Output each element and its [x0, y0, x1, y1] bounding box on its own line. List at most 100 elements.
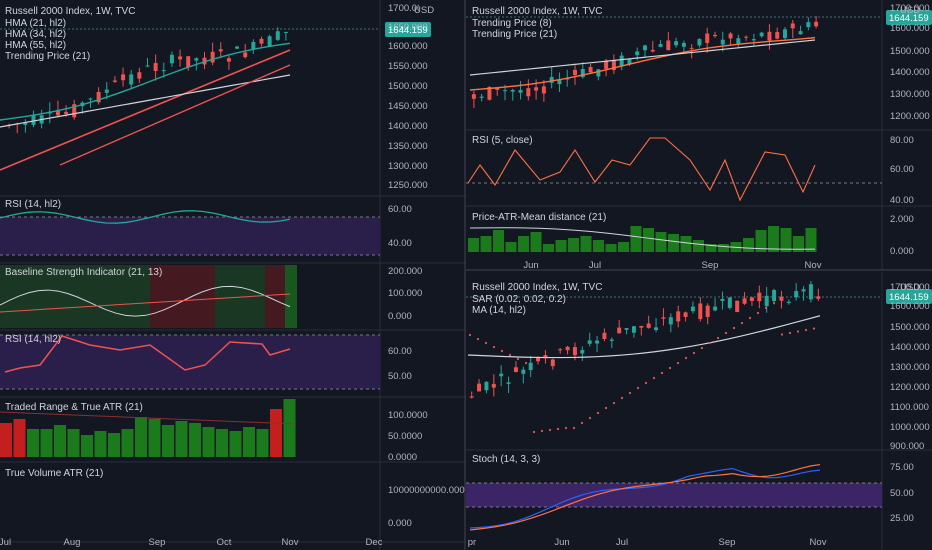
left-price-tick: 1450.000 [388, 101, 428, 112]
rb-price-candle [624, 328, 629, 330]
trending-price-8-line [469, 36, 816, 91]
rsi5-tick: 60.00 [890, 164, 914, 175]
left-price-candle [55, 110, 60, 116]
traded-range-bar [189, 423, 201, 457]
bsi-red-zone [150, 265, 215, 328]
sar-dot [692, 351, 696, 355]
rb-price-candle [794, 291, 799, 298]
rt-price-candle [580, 68, 585, 78]
left-legend-1: HMA (34, hl2) [5, 29, 66, 40]
rb-price-candle [661, 317, 666, 319]
left-price-candle [121, 74, 126, 81]
rt-price-candle [635, 51, 640, 56]
stoch-tick: 25.00 [890, 513, 914, 524]
rt-price-candle [798, 31, 803, 35]
traded-range-bar [0, 423, 12, 457]
rb-legend-0: SAR (0.02, 0.02, 0.2) [472, 294, 566, 305]
left-price-candle [235, 46, 240, 49]
traded-range-bar [202, 427, 215, 457]
pam-bar [718, 244, 729, 252]
rt-price-candle [736, 38, 741, 44]
rb-price-candle [595, 340, 600, 344]
traded-range-bar [243, 427, 255, 457]
left-last-price-badge[interactable] [385, 22, 431, 37]
bsi-red-zone [265, 265, 285, 328]
left-time-label: Sep [149, 537, 166, 548]
pam-bar [680, 236, 692, 252]
rb-price-candle [757, 292, 762, 302]
rt-time-label: Sep [702, 260, 719, 271]
true-atr-line [0, 411, 297, 425]
rt-price-candle [510, 89, 515, 92]
sar-dot [812, 327, 816, 330]
left-price-candle [259, 38, 264, 44]
tr-tick: 100.0000 [388, 410, 428, 421]
sar-dot [620, 396, 624, 400]
rb-price-candle [683, 312, 688, 317]
rt-price-candle [790, 23, 795, 29]
pam-bar [530, 232, 542, 252]
rt-unit-label: USD [900, 5, 920, 16]
rt-price-candle [744, 36, 749, 38]
rt-price-candle [526, 88, 531, 97]
sar-dot [548, 428, 552, 432]
rb-price-candle [654, 327, 659, 331]
pam-bar [580, 236, 592, 252]
left-price-candle [186, 56, 191, 68]
left-price-candle [112, 80, 117, 82]
traded-range-bar [81, 435, 93, 457]
rt-price-candle [806, 22, 811, 28]
sar-dot [500, 349, 504, 353]
traded-range-bar [162, 425, 174, 457]
left-time-label: Nov [282, 537, 299, 548]
rsi5-tick: 80.00 [890, 135, 914, 146]
pam-bar [568, 238, 579, 252]
bsi-tick: 200.000 [388, 266, 422, 277]
sar-dot [652, 376, 656, 380]
rb-price-candle [676, 311, 681, 322]
pam-bar [668, 234, 679, 252]
left-price-candle [161, 70, 166, 72]
rt-price-candle [596, 69, 601, 77]
bsi-green-zone [285, 265, 297, 328]
trending-price-line [0, 74, 291, 128]
rt-price-candle [479, 96, 484, 98]
pam-bar [755, 230, 767, 252]
sar-dot [540, 429, 544, 433]
rt-legend-1: Trending Price (21) [472, 29, 557, 40]
rb-price-candle [602, 332, 607, 339]
traded-range-bar [283, 399, 296, 457]
rb-price-candle [690, 306, 695, 312]
traded-range-bar [108, 433, 120, 457]
rt-price-candle [689, 47, 694, 49]
rt-price-candle [573, 69, 577, 75]
sar-dot [756, 311, 760, 315]
pam-bar [693, 240, 704, 252]
rb-price-tick: 1200.000 [890, 382, 930, 393]
sar-dot [628, 391, 632, 395]
rb-last-price-badge[interactable] [886, 289, 932, 304]
rt-price-candle [549, 76, 554, 83]
rt-price-candle [503, 90, 507, 92]
left-price-tick: 1350.000 [388, 141, 428, 152]
rb-price-tick: 1400.000 [890, 342, 930, 353]
sar-dot [748, 316, 752, 320]
rb-price-candle [587, 340, 592, 344]
rb-title: Russell 2000 Index, 1W, TVC [472, 282, 602, 293]
traded-range-bar [229, 431, 242, 457]
rb-price-candle [513, 367, 518, 372]
rt-last-price-badge[interactable] [886, 10, 932, 25]
rb-time-label: Jun [554, 537, 569, 548]
rsi2-tick: 50.00 [388, 371, 412, 382]
rb-price-tick: 1600.000 [890, 301, 930, 312]
sar-dot [524, 361, 528, 365]
traded-range-bar [256, 429, 269, 457]
sar-dot [724, 331, 728, 335]
sar-dot [676, 361, 680, 365]
traded-range-bar [121, 429, 134, 457]
sar-dot [588, 416, 592, 420]
sar-dot [660, 371, 664, 375]
bsi-signal-line [0, 293, 291, 313]
rt-price-candle [588, 67, 593, 73]
